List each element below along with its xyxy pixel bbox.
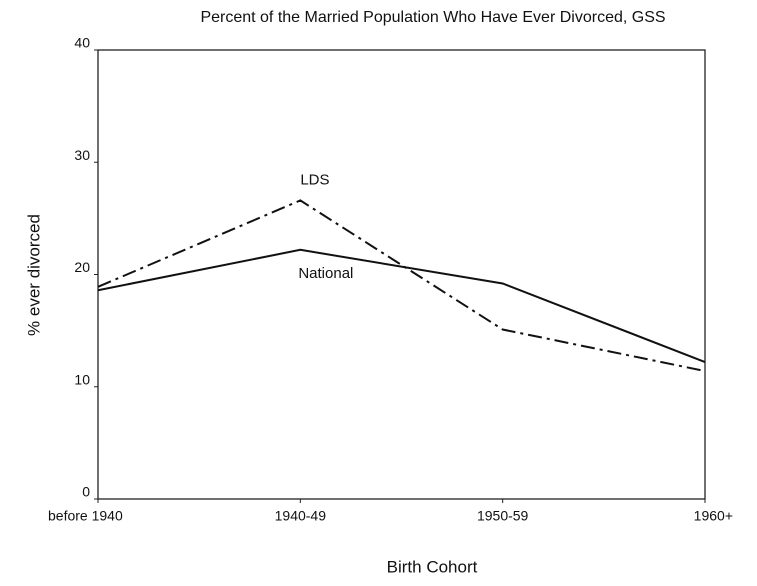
y-tick-label: 20 xyxy=(74,259,90,275)
y-tick-label: 0 xyxy=(82,484,90,500)
chart-title: Percent of the Married Population Who Ha… xyxy=(200,9,665,26)
y-tick-label: 30 xyxy=(74,147,90,163)
series-line xyxy=(97,199,706,373)
series-label: National xyxy=(298,265,353,282)
x-tick-label: 1960+ xyxy=(694,508,733,524)
y-axis-label: % ever divorced xyxy=(24,214,43,336)
y-tick-label: 10 xyxy=(74,371,90,387)
x-axis-label: Birth Cohort xyxy=(387,557,478,576)
x-tick-label: before 1940 xyxy=(48,508,123,524)
x-tick-label: 1940-49 xyxy=(275,508,327,524)
y-tick-label: 40 xyxy=(74,35,90,51)
series-label: LDS xyxy=(300,171,329,188)
plot-frame xyxy=(97,49,706,500)
x-tick-label: 1950-59 xyxy=(477,508,529,524)
series-line xyxy=(97,248,706,363)
